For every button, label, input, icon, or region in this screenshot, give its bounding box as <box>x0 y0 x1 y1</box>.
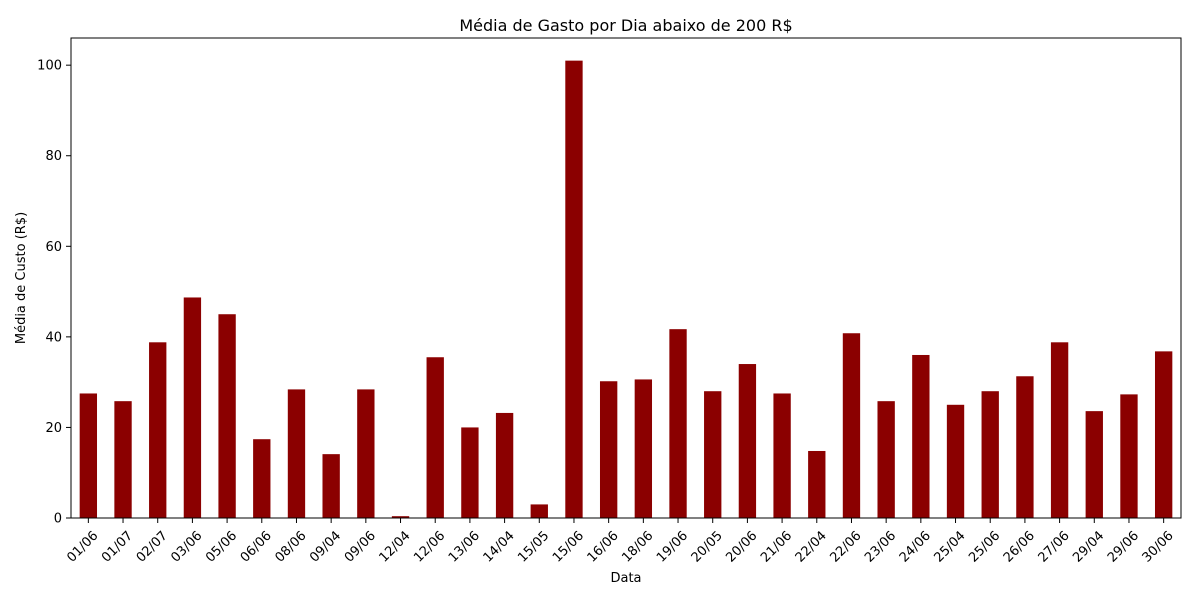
bar-13-06 <box>461 427 479 518</box>
y-tick-label: 20 <box>45 421 62 436</box>
x-tick-label: 02/07 <box>134 528 171 565</box>
x-tick-label: 05/06 <box>203 528 240 565</box>
y-tick-label: 100 <box>37 59 62 74</box>
x-tick-label: 13/06 <box>446 528 483 565</box>
x-tick-label: 09/06 <box>342 528 379 565</box>
bar-15-05 <box>530 504 548 518</box>
y-tick-label: 60 <box>45 240 62 255</box>
bar-23-06 <box>877 401 895 518</box>
bar-09-04 <box>322 454 340 518</box>
x-tick-label: 22/04 <box>793 528 830 565</box>
bar-09-06 <box>357 389 375 518</box>
x-axis-label: Data <box>610 571 641 586</box>
bar-29-06 <box>1120 394 1138 518</box>
x-tick-label: 26/06 <box>1001 528 1038 565</box>
bar-01-06 <box>79 393 98 518</box>
bar-22-06 <box>842 333 861 518</box>
x-tick-label: 22/06 <box>827 528 864 565</box>
x-tick-label: 20/06 <box>723 528 760 565</box>
x-tick-label: 15/06 <box>550 528 587 565</box>
x-tick-label: 25/06 <box>966 528 1003 565</box>
bar-02-07 <box>149 342 167 518</box>
bar-01-07 <box>114 401 132 518</box>
bar-15-06 <box>565 60 583 518</box>
bar-05-06 <box>218 314 236 518</box>
x-tick-label: 16/06 <box>585 528 622 565</box>
bar-03-06 <box>183 297 202 518</box>
bar-12-04 <box>391 516 410 518</box>
y-tick-label: 80 <box>45 149 62 164</box>
y-tick-label: 0 <box>54 512 62 527</box>
bar-22-04 <box>808 450 826 518</box>
bar-25-04 <box>946 404 965 518</box>
bar-21-06 <box>773 393 791 518</box>
y-tick-label: 40 <box>45 330 62 345</box>
x-tick-label: 29/04 <box>1070 528 1107 565</box>
x-tick-label: 25/04 <box>931 528 968 565</box>
x-tick-label: 21/06 <box>758 528 795 565</box>
bar-06-06 <box>253 439 271 518</box>
plot-frame <box>70 37 1182 519</box>
chart-title: Média de Gasto por Dia abaixo de 200 R$ <box>459 16 792 35</box>
y-axis: 0 20 40 60 80 100 <box>37 59 71 527</box>
x-tick-label: 29/06 <box>1105 528 1142 565</box>
x-tick-label: 15/05 <box>515 528 552 565</box>
bar-12-06 <box>426 357 444 518</box>
x-tick-label: 03/06 <box>168 528 205 565</box>
bar-14-04 <box>495 412 514 518</box>
x-tick-label: 30/06 <box>1140 528 1177 565</box>
x-tick-label: 18/06 <box>619 528 656 565</box>
bar-16-06 <box>599 381 618 518</box>
x-tick-label: 12/06 <box>411 528 448 565</box>
x-tick-label: 01/06 <box>64 528 101 565</box>
x-tick-label: 27/06 <box>1036 528 1073 565</box>
bar-29-04 <box>1085 411 1103 518</box>
x-tick-label: 08/06 <box>272 528 309 565</box>
bar-25-06 <box>981 391 999 518</box>
x-tick-label: 14/04 <box>481 528 518 565</box>
bars-group <box>79 60 1173 518</box>
bar-20-06 <box>738 364 757 518</box>
bar-20-05 <box>704 391 722 518</box>
x-tick-label: 20/05 <box>689 528 726 565</box>
x-tick-label: 12/04 <box>376 528 413 565</box>
bar-26-06 <box>1016 376 1034 518</box>
bar-24-06 <box>912 354 930 518</box>
x-tick-label: 09/04 <box>307 528 344 565</box>
x-tick-label: 23/06 <box>862 528 899 565</box>
x-tick-label: 01/07 <box>99 528 136 565</box>
bar-30-06 <box>1154 351 1173 518</box>
bar-18-06 <box>634 379 653 518</box>
bar-08-06 <box>287 389 306 518</box>
x-axis: 01/0601/0702/0703/0605/0606/0608/0609/04… <box>64 518 1177 566</box>
x-tick-label: 19/06 <box>654 528 691 565</box>
bar-27-06 <box>1050 342 1069 518</box>
x-tick-label: 24/06 <box>897 528 934 565</box>
bar-19-06 <box>669 329 687 518</box>
x-tick-label: 06/06 <box>238 528 275 565</box>
y-axis-label: Média de Custo (R$) <box>14 212 29 344</box>
